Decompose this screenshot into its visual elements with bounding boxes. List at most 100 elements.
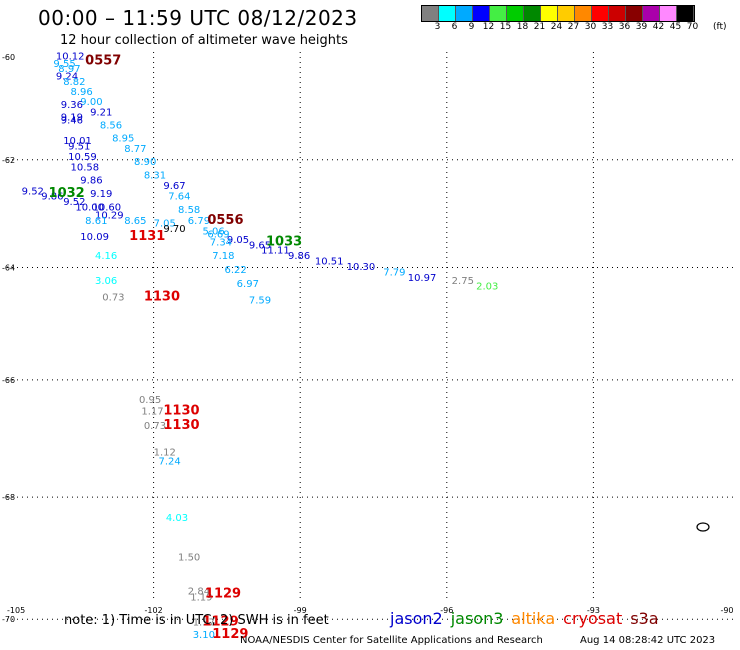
pass-time-label: 1129: [202, 614, 238, 629]
wave-height-label: 2.75: [452, 276, 474, 287]
legend-swatch: [677, 6, 694, 21]
pass-time-label: 1032: [49, 186, 85, 201]
wave-height-label: 4.16: [95, 251, 117, 262]
wave-height-label: 9.19: [90, 189, 112, 200]
wave-height-label: 10.59: [68, 152, 97, 163]
legend-label: 36: [618, 22, 631, 32]
wave-height-label: 8.61: [85, 216, 107, 227]
legend-swatch: [660, 6, 677, 21]
pass-time-label: 1130: [163, 404, 199, 419]
wave-height-label: 9.65: [249, 240, 271, 251]
legend-swatch: [524, 6, 541, 21]
wave-height-label: 9.55: [53, 59, 75, 70]
wave-height-label: 10.09: [80, 232, 109, 243]
lon-tick-label: -93: [587, 606, 600, 615]
legend-label: 15: [499, 22, 512, 32]
color-legend: [421, 5, 695, 22]
wave-height-label: 10.97: [408, 273, 437, 284]
wave-height-label: 7.64: [168, 192, 190, 203]
lat-tick-label: -62: [2, 156, 15, 165]
legend-swatch: [575, 6, 592, 21]
lon-tick-label: -96: [440, 606, 453, 615]
wave-height-label: 9.51: [68, 141, 90, 152]
wave-height-label: 7.34: [210, 238, 232, 249]
wave-height-label: 9.36: [61, 100, 83, 111]
wave-height-label: 7.79: [383, 268, 405, 279]
legend-label: 12: [482, 22, 495, 32]
lat-tick-label: -66: [2, 376, 15, 385]
legend-label: 42: [652, 22, 665, 32]
lat-tick-label: -64: [2, 263, 15, 272]
pass-time-label: 1129: [212, 627, 248, 642]
lon-tick-label: -90: [720, 606, 733, 615]
map-grid: [7, 52, 735, 620]
legend-swatch: [490, 6, 507, 21]
wave-height-label: 10.30: [347, 262, 376, 273]
legend-unit: (ft): [713, 22, 727, 32]
legend-swatch: [439, 6, 456, 21]
satellite-jason2: jason2: [390, 609, 443, 628]
legend-swatch: [626, 6, 643, 21]
legend-label: 9: [468, 22, 475, 32]
wave-height-label: 5.06: [202, 227, 224, 238]
lon-tick-label: -99: [294, 606, 307, 615]
wave-height-label: 10.60: [93, 202, 122, 213]
lon-tick-label: -102: [145, 606, 163, 615]
generated-timestamp: Aug 14 08:28:42 UTC 2023: [580, 635, 716, 646]
wave-height-label: 1.12: [154, 448, 176, 459]
wave-height-label: 9.70: [163, 224, 185, 235]
axis-labels: -105 -102 -99 -96 -93 -90 -60 -62 -64 -66 -68 -70: [2, 53, 734, 624]
wave-height-label: 6.22: [224, 265, 246, 276]
wave-height-label: 8.77: [124, 144, 146, 155]
wave-height-label: 8.90: [134, 157, 156, 168]
wave-height-label: 9.46: [61, 115, 83, 126]
island-outline: [696, 522, 710, 532]
pass-times: 0557103211310556103311301130113011291129…: [49, 54, 303, 642]
wave-height-label: 6.79: [188, 216, 210, 227]
wave-height-label: 11.11: [261, 246, 290, 257]
legend-label: 30: [584, 22, 597, 32]
legend-swatch: [643, 6, 660, 21]
wave-height-label: 3.10: [193, 630, 215, 641]
wave-height-label: 9.19: [61, 113, 83, 124]
legend-swatch: [558, 6, 575, 21]
legend-swatch: [592, 6, 609, 21]
legend-label: 45: [669, 22, 682, 32]
observations: 10.129.558.979.248.828.969.009.36 9.21 9.1…: [22, 52, 499, 641]
legend-label: 3: [434, 22, 441, 32]
satellite-jason3: jason3: [450, 609, 504, 628]
wave-height-label: 6.97: [237, 279, 259, 290]
wave-height-label: 8.56: [100, 120, 122, 131]
wave-height-label: 9.05: [227, 235, 249, 246]
legend-swatch: [507, 6, 524, 21]
legend-label: 18: [516, 22, 529, 32]
wave-height-label: 0.95: [139, 395, 161, 406]
pass-time-label: 1033: [266, 235, 302, 250]
satellite-altika: altika: [511, 609, 556, 628]
wave-height-label: 10.51: [315, 257, 344, 268]
legend-labels: 3 6 9 12 15 18 21 24 27 30 33 36 39 42 45 70: [421, 22, 740, 34]
pass-time-label: 1131: [129, 229, 165, 244]
wave-height-label: 3.06: [95, 276, 117, 287]
satellite-legend: jason2 jason3 altika cryosat s3a: [390, 609, 667, 628]
legend-swatch: [473, 6, 490, 21]
wave-height-label: 2.03: [476, 282, 498, 293]
lon-tick-label: -105: [7, 606, 25, 615]
legend-swatch: [456, 6, 473, 21]
legend-label: 33: [601, 22, 614, 32]
legend-label: 70: [686, 22, 699, 32]
legend-label: 39: [635, 22, 648, 32]
wave-height-label: 7.05: [154, 219, 176, 230]
wave-height-label: 9.24: [56, 72, 78, 83]
page-subtitle: 12 hour collection of altimeter wave hei…: [60, 33, 348, 48]
legend-label: 6: [451, 22, 458, 32]
pass-time-label: 0556: [207, 213, 243, 228]
wave-height-label: 2.84: [188, 586, 210, 597]
wave-height-label: 8.97: [58, 64, 80, 75]
wave-height-label: 10.58: [71, 162, 100, 173]
credit-line: NOAA/NESDIS Center for Satellite Applica…: [240, 635, 543, 646]
wave-height-label: 0.73: [144, 421, 166, 432]
legend-swatch: [422, 6, 439, 21]
legend-swatch: [541, 6, 558, 21]
